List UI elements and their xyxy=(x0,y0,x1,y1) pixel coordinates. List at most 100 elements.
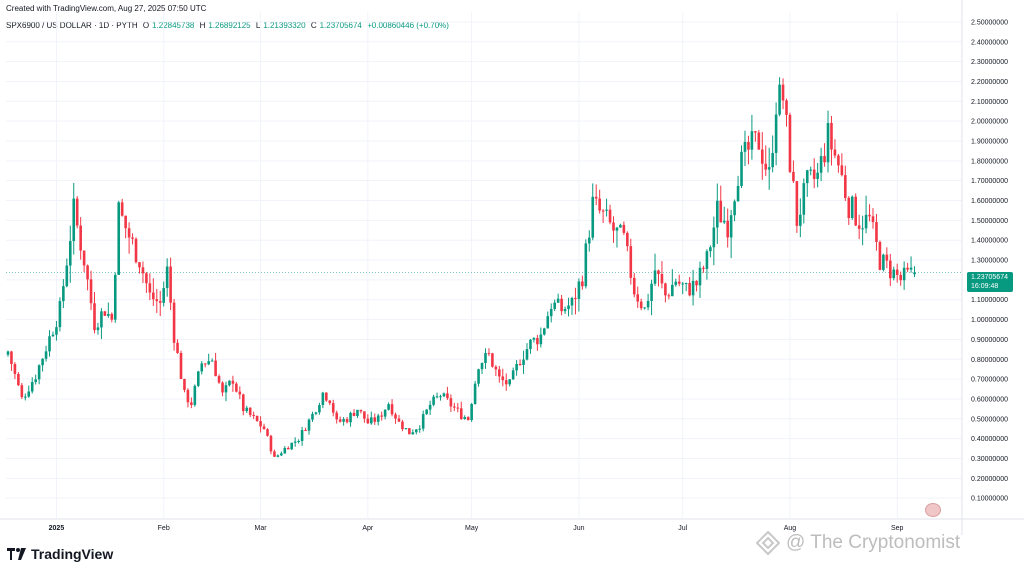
candle xyxy=(68,225,72,283)
candle xyxy=(556,293,560,304)
candle xyxy=(857,214,861,240)
candle xyxy=(293,437,297,447)
candle xyxy=(546,311,550,329)
candle xyxy=(439,394,442,401)
candle xyxy=(428,400,432,416)
candle xyxy=(729,209,733,259)
candle xyxy=(390,399,394,417)
candle xyxy=(536,334,539,351)
candle xyxy=(113,272,117,323)
candle xyxy=(854,193,857,227)
candle xyxy=(325,392,328,402)
open-value: 1.22845738 xyxy=(152,21,195,30)
candle xyxy=(667,293,671,300)
y-tick-label: 2.40000000 xyxy=(971,39,1008,46)
candle xyxy=(902,261,906,290)
y-tick-label: 1.80000000 xyxy=(971,158,1008,165)
low-value: 1.21393320 xyxy=(263,21,306,30)
candle xyxy=(352,409,356,417)
candle xyxy=(861,215,864,246)
candle xyxy=(840,153,844,177)
candle xyxy=(314,411,318,416)
lock-scale-icon[interactable] xyxy=(925,503,941,517)
candle xyxy=(48,330,51,357)
x-tick-label: Apr xyxy=(362,525,374,532)
y-tick-label: 2.20000000 xyxy=(971,79,1008,86)
y-tick-label: 2.50000000 xyxy=(971,19,1008,26)
candle xyxy=(51,331,55,337)
candle xyxy=(466,416,470,421)
candle xyxy=(152,278,155,306)
y-tick-label: 1.60000000 xyxy=(971,198,1008,205)
candle xyxy=(328,400,332,406)
candle xyxy=(442,392,446,398)
candle xyxy=(404,428,408,430)
x-tick-label: 2025 xyxy=(49,525,65,532)
candle xyxy=(632,273,636,298)
candle xyxy=(515,360,518,376)
candle xyxy=(449,394,453,413)
candle xyxy=(629,238,633,285)
candle xyxy=(203,363,207,368)
candle xyxy=(248,407,252,418)
symbol-title[interactable]: SPX6900 / US DOLLAR · 1D · PYTH xyxy=(6,21,138,30)
candle xyxy=(179,350,183,380)
candle xyxy=(252,411,255,420)
candle xyxy=(847,196,851,225)
candle xyxy=(6,350,10,357)
candle xyxy=(771,135,774,173)
candle xyxy=(342,416,345,426)
candle xyxy=(176,339,179,354)
candle xyxy=(241,393,245,416)
candle xyxy=(850,195,854,220)
candle xyxy=(764,145,768,176)
candle xyxy=(186,388,190,408)
candle xyxy=(307,418,311,435)
candle xyxy=(100,308,103,340)
candle xyxy=(401,419,404,432)
candle xyxy=(37,364,41,385)
candle xyxy=(913,266,916,278)
tradingview-logo[interactable]: TradingView xyxy=(7,546,113,562)
candle xyxy=(158,290,162,317)
candle xyxy=(608,204,612,225)
y-tick-label: 0.80000000 xyxy=(971,357,1008,364)
candle xyxy=(86,264,89,291)
candle xyxy=(823,143,826,167)
candle xyxy=(484,348,487,369)
x-tick-label: Mar xyxy=(255,525,268,532)
candle xyxy=(657,269,660,287)
candle xyxy=(878,240,882,271)
candle xyxy=(197,370,200,388)
candle xyxy=(594,184,598,206)
candle xyxy=(276,454,280,458)
candle xyxy=(695,280,698,292)
candle xyxy=(145,271,148,293)
y-tick-label: 1.50000000 xyxy=(971,218,1008,225)
candle xyxy=(736,175,740,202)
candle xyxy=(646,293,650,311)
candle xyxy=(504,373,508,391)
candle xyxy=(214,352,217,377)
candle xyxy=(120,198,124,217)
candle xyxy=(349,411,352,427)
candle xyxy=(93,291,96,334)
candle xyxy=(740,145,743,189)
candle xyxy=(733,199,736,222)
candle xyxy=(844,165,847,202)
candle xyxy=(885,247,889,269)
close-value: 1.23705674 xyxy=(319,21,362,30)
candle xyxy=(750,114,754,160)
candle xyxy=(660,261,664,289)
candle xyxy=(138,261,141,274)
candle xyxy=(684,282,688,292)
candle xyxy=(34,374,37,385)
y-tick-label: 0.70000000 xyxy=(971,377,1008,384)
y-tick-label: 1.90000000 xyxy=(971,138,1008,145)
candle xyxy=(13,362,17,380)
candle xyxy=(297,439,300,444)
candle xyxy=(162,281,165,307)
candle xyxy=(30,377,34,394)
candle xyxy=(273,449,276,457)
